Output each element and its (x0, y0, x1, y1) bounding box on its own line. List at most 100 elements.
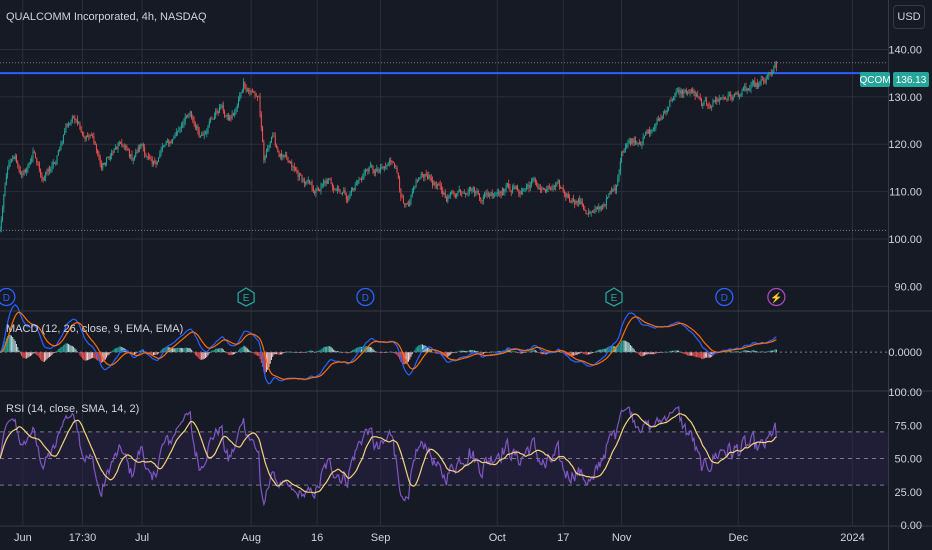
candle-body (420, 173, 422, 178)
time-tick-label: Oct (489, 532, 506, 544)
candle-body (374, 171, 376, 174)
candle-body (51, 165, 53, 170)
macd-histogram-bar (5, 338, 7, 353)
candle-body (297, 171, 299, 178)
candle (355, 179, 357, 186)
candle (695, 92, 697, 98)
macd-histogram-bar (444, 352, 446, 357)
candle-body (712, 100, 714, 106)
macd-histogram-bar (112, 350, 114, 353)
candle-body (434, 182, 436, 185)
candle-body (311, 182, 313, 188)
candle (70, 119, 72, 126)
candle (50, 166, 52, 174)
candle (165, 140, 167, 146)
time-axis[interactable]: Jun 17:30 Jul Aug 16 Sep Oct 17 Nov Dec 2024 (14, 532, 865, 544)
candle-body (727, 95, 729, 100)
macd-histogram-bar (355, 347, 357, 353)
dividend-icon[interactable]: D (0, 287, 16, 307)
candle-body (722, 97, 724, 99)
candle-body (500, 193, 502, 195)
candle (496, 188, 498, 198)
macd-histogram-bar (566, 352, 568, 356)
candle (459, 189, 461, 196)
candle (670, 96, 672, 102)
candle (652, 126, 654, 132)
candle (406, 201, 408, 205)
macd-histogram-bar (47, 352, 49, 358)
price-pane[interactable]: D E D E D ⚡ (0, 60, 888, 307)
macd-histogram-bar (684, 352, 686, 355)
candle (513, 183, 515, 190)
macd-histogram-bar (316, 350, 318, 353)
macd-histogram-bar (328, 346, 330, 353)
macd-histogram-bar (453, 352, 455, 353)
candle (666, 105, 668, 115)
candle-body (433, 182, 435, 186)
candle (297, 169, 299, 181)
candle-body (462, 192, 464, 194)
candle (236, 103, 238, 113)
candle (99, 154, 101, 168)
macd-pane[interactable] (0, 304, 888, 385)
macd-histogram-bar (373, 350, 375, 353)
macd-histogram-bar (263, 352, 265, 372)
macd-histogram-bar (626, 341, 628, 353)
macd-histogram-bar (583, 352, 585, 354)
currency-button[interactable]: USD (893, 5, 925, 29)
macd-histogram-bar (213, 349, 215, 353)
candle-body (647, 129, 649, 134)
candle (83, 131, 85, 138)
candle-body (759, 81, 761, 85)
candle-body (761, 79, 763, 81)
earnings-icon[interactable]: E (605, 287, 623, 307)
earnings-icon[interactable]: E (237, 287, 255, 307)
candle-body (90, 134, 92, 136)
macd-histogram-bar (747, 350, 749, 353)
candle (605, 194, 607, 210)
macd-histogram-bar (92, 352, 94, 358)
macd-histogram-bar (755, 350, 757, 353)
dividend-icon[interactable]: D (356, 287, 375, 307)
macd-histogram-bar (264, 352, 266, 374)
event-markers[interactable]: D E D E D ⚡ (0, 287, 786, 307)
macd-histogram-bar (628, 343, 630, 353)
candle (295, 166, 297, 172)
candle-body (476, 190, 478, 192)
macd-histogram-bar (462, 350, 464, 353)
price-axis[interactable]: 90.00100.00110.00120.00130.00140.000.000… (888, 44, 922, 532)
candle-body (512, 187, 514, 193)
candle-body (576, 200, 578, 203)
dividend-icon[interactable]: D (715, 287, 734, 307)
macd-histogram-bar (27, 352, 29, 358)
candle-body (751, 82, 753, 85)
candle-body (383, 166, 385, 168)
candle (532, 177, 534, 184)
macd-histogram-bar (532, 349, 534, 353)
macd-histogram-bar (231, 352, 233, 355)
macd-histogram-bar (651, 352, 653, 355)
candle-body (130, 154, 132, 157)
candle-body (543, 188, 545, 190)
macd-histogram-bar (499, 351, 501, 353)
macd-histogram-bar (158, 352, 160, 354)
candle-body (624, 147, 626, 151)
candle-body (193, 120, 195, 123)
candle-body (177, 130, 179, 132)
candle (419, 177, 421, 181)
macd-histogram-bar (406, 352, 408, 363)
split-icon[interactable]: ⚡ (767, 287, 786, 307)
candle-body (137, 147, 139, 153)
macd-title: MACD (12, 26, close, 9, EMA, EMA) (6, 323, 183, 335)
candle (277, 146, 279, 153)
candle (602, 204, 604, 210)
rsi-pane[interactable] (0, 405, 888, 507)
candle-body (100, 164, 102, 169)
candle (182, 120, 184, 129)
candle (399, 175, 401, 193)
macd-histogram-bar (371, 347, 373, 353)
macd-histogram-bar (367, 346, 369, 353)
candle-body (631, 138, 633, 144)
macd-histogram-bar (509, 350, 511, 353)
